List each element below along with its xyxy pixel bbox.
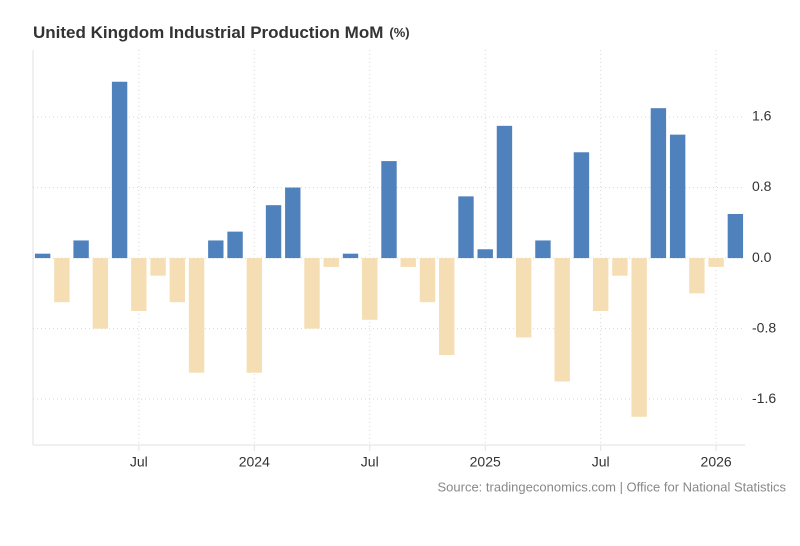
unit: (%) <box>389 25 409 40</box>
bar <box>381 161 397 259</box>
bar <box>362 258 378 320</box>
bar <box>535 240 551 259</box>
x-tick-label: 2025 <box>470 454 501 470</box>
y-tick-label: 0.0 <box>752 249 772 265</box>
bar <box>111 81 128 259</box>
bar <box>477 249 493 259</box>
bar <box>34 253 51 259</box>
bar <box>227 231 243 259</box>
bar <box>516 258 532 338</box>
y-tick-label: 1.6 <box>752 108 772 124</box>
y-tick-label: 0.8 <box>752 178 772 194</box>
bar <box>419 258 436 303</box>
x-tick-label: Jul <box>592 454 610 470</box>
bar <box>131 258 147 311</box>
bar <box>496 125 513 259</box>
bar <box>708 258 724 267</box>
bar <box>265 205 282 259</box>
bar <box>188 258 205 373</box>
bar <box>150 258 166 276</box>
chart-title: United Kingdom Industrial Production MoM… <box>33 23 410 42</box>
bar <box>73 240 89 259</box>
x-tick-label: Jul <box>361 454 379 470</box>
bar <box>669 134 686 259</box>
bar <box>323 258 339 267</box>
bar <box>304 258 320 329</box>
bar <box>573 152 590 259</box>
x-tick-label: 2024 <box>239 454 270 470</box>
bar <box>246 258 262 373</box>
bar <box>54 258 70 303</box>
y-tick-label: -1.6 <box>752 390 776 406</box>
bar <box>631 258 647 417</box>
bar <box>650 108 667 259</box>
bar <box>439 258 455 356</box>
bar <box>400 258 416 267</box>
bar <box>554 258 570 382</box>
bar <box>727 213 744 259</box>
bar <box>285 187 301 259</box>
bar <box>169 258 186 303</box>
bar <box>612 258 628 276</box>
bar <box>208 240 224 259</box>
bar <box>92 258 109 329</box>
bar <box>458 196 474 259</box>
x-tick-label: 2026 <box>701 454 732 470</box>
title-text: United Kingdom Industrial Production MoM <box>33 23 383 42</box>
source: Source: tradingeconomics.com | Office fo… <box>437 479 786 494</box>
bar <box>689 258 705 294</box>
x-tick-label: Jul <box>130 454 148 470</box>
y-tick-label: -0.8 <box>752 319 776 335</box>
bar <box>342 253 359 259</box>
bar <box>592 258 609 311</box>
